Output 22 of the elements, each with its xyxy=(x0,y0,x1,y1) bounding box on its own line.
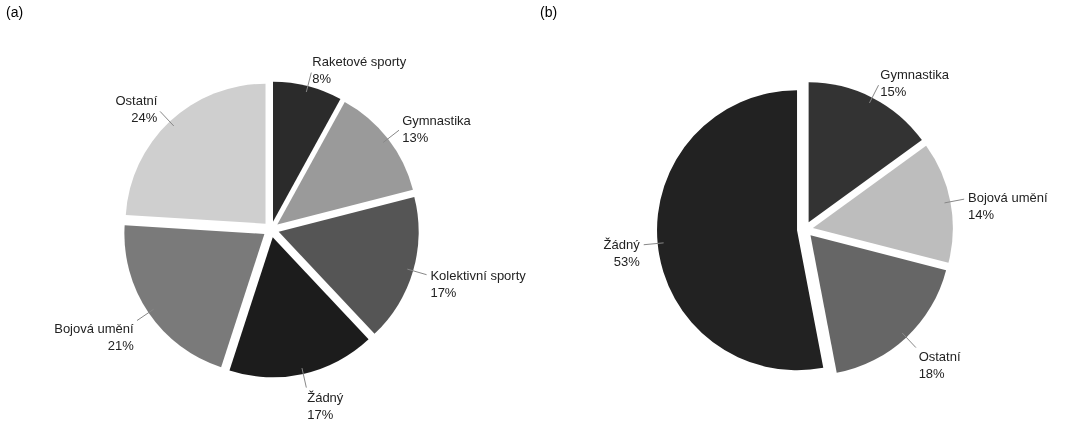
slice-label: Bojová umění xyxy=(54,320,135,336)
data-label: 17% xyxy=(307,406,334,422)
slice-label: Kolektivní sporty xyxy=(430,267,527,283)
slice-label: Raketové sporty xyxy=(312,53,407,69)
slice-label: Bojová umění xyxy=(968,190,1048,206)
chart-title: (a) xyxy=(6,4,24,20)
chart-title: (b) xyxy=(540,4,558,20)
slice-label: Žádný xyxy=(603,237,641,253)
slice-label: Ostatní xyxy=(115,93,158,109)
data-label: 53% xyxy=(613,254,641,270)
data-label: 13% xyxy=(402,129,429,145)
slice-label: Žádný xyxy=(307,389,344,405)
data-label: 17% xyxy=(430,284,457,300)
data-label: 18% xyxy=(918,365,946,381)
slice-label: Ostatní xyxy=(918,348,961,364)
data-label: 8% xyxy=(312,70,332,86)
slice-label: Gymnastika xyxy=(402,112,472,128)
data-label: 21% xyxy=(107,337,135,353)
slice-label: Gymnastika xyxy=(880,66,950,82)
data-label: 15% xyxy=(880,83,907,99)
data-label: 24% xyxy=(131,110,158,126)
data-label: 14% xyxy=(968,207,995,223)
